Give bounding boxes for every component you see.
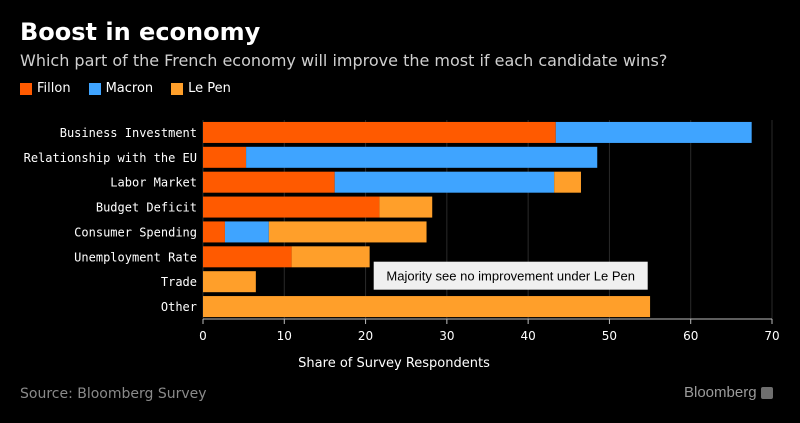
legend-item-fillon: Fillon [20,81,71,96]
category-label-labor-market: Labor Market [110,176,197,190]
bar-macron-labor-market [334,171,555,193]
bar-le-pen-trade [203,271,256,293]
annotation-box [373,261,648,290]
bar-fillon-business-investment [203,121,556,143]
category-label-trade: Trade [161,275,197,289]
category-label-relationship-with-the-eu: Relationship with the EU [24,151,197,165]
legend: Fillon Macron Le Pen [20,81,249,96]
category-label-unemployment-rate: Unemployment Rate [74,250,197,264]
bar-fillon-consumer-spending [203,221,225,243]
bar-le-pen-labor-market [554,171,581,193]
brand-name: Bloomberg [684,384,757,401]
x-tick-label-60: 60 [683,329,698,343]
bar-fillon-unemployment-rate [203,246,292,268]
bar-fillon-relationship-with-the-eu [203,146,247,168]
bar-fillon-labor-market [203,171,335,193]
x-tick-label-0: 0 [199,329,207,343]
source-note: Source: Bloomberg Survey [20,386,207,402]
x-tick-label-20: 20 [358,329,373,343]
legend-label-le-pen: Le Pen [188,81,231,96]
brand-mark-icon [760,386,773,399]
bar-macron-business-investment [555,121,752,143]
chart-subtitle: Which part of the French economy will im… [20,51,668,70]
x-tick-label-40: 40 [521,329,536,343]
bar-le-pen-unemployment-rate [291,246,370,268]
bloomberg-logo: Bloomberg [684,384,773,401]
legend-label-macron: Macron [105,81,154,96]
category-label-other: Other [161,300,197,314]
legend-label-fillon: Fillon [37,81,71,96]
legend-swatch-fillon [20,82,32,95]
category-label-consumer-spending: Consumer Spending [74,225,197,239]
legend-item-le-pen: Le Pen [171,81,231,96]
bar-macron-relationship-with-the-eu [246,146,598,168]
annotation-text: Majority see no improvement under Le Pen [386,269,635,284]
bar-le-pen-other [203,296,651,318]
annotation-callout: Majority see no improvement under Le Pen [373,261,648,290]
x-tick-label-70: 70 [764,329,779,343]
legend-item-macron: Macron [88,81,154,96]
category-label-business-investment: Business Investment [60,126,197,140]
bar-fillon-budget-deficit [203,196,380,218]
x-tick-label-30: 30 [439,329,454,343]
bar-le-pen-budget-deficit [379,196,433,218]
bar-macron-consumer-spending [224,221,269,243]
x-axis-label: Share of Survey Respondents [298,356,490,371]
legend-swatch-le-pen [171,82,184,95]
x-tick-label-50: 50 [602,329,617,343]
chart-title: Boost in economy [20,18,261,46]
x-tick-label-10: 10 [277,329,292,343]
bar-le-pen-consumer-spending [268,221,427,243]
category-label-budget-deficit: Budget Deficit [96,201,197,215]
legend-swatch-macron [88,82,101,95]
